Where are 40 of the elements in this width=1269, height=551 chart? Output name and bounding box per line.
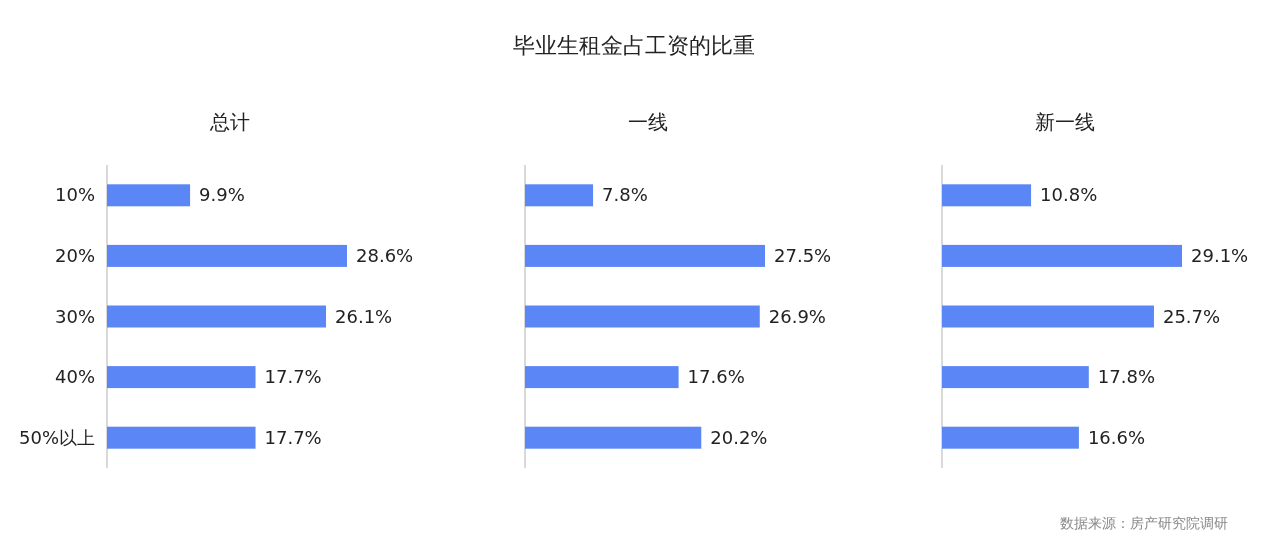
data-label: 16.6% bbox=[1087, 426, 1146, 448]
bar bbox=[525, 366, 679, 389]
y-tick-label: 40% bbox=[54, 366, 95, 388]
data-label: 17.7% bbox=[264, 366, 322, 388]
bar bbox=[525, 305, 760, 328]
y-tick-label: 30% bbox=[54, 305, 95, 327]
chart-title: 新一线 bbox=[1035, 110, 1095, 134]
bar bbox=[942, 426, 1079, 449]
source-note: 数据来源：房产研究院调研 bbox=[1060, 515, 1228, 531]
chart-title: 总计 bbox=[209, 110, 250, 134]
data-label: 27.5% bbox=[774, 244, 832, 266]
bar bbox=[107, 426, 256, 449]
data-label: 17.8% bbox=[1097, 366, 1155, 388]
y-tick-label: 50%以上 bbox=[18, 426, 95, 448]
bar bbox=[525, 184, 594, 207]
y-tick-label: 10% bbox=[54, 184, 95, 206]
bar bbox=[942, 184, 1032, 207]
bar bbox=[107, 366, 256, 389]
bar bbox=[942, 305, 1154, 328]
data-label: 10.8% bbox=[1040, 184, 1098, 206]
data-label: 9.9% bbox=[199, 184, 245, 206]
bar bbox=[107, 184, 191, 207]
data-label: 28.6% bbox=[356, 244, 414, 266]
data-label: 25.7% bbox=[1162, 305, 1221, 327]
data-label: 17.7% bbox=[264, 426, 322, 448]
data-label: 17.6% bbox=[687, 366, 745, 388]
data-label: 26.9% bbox=[768, 305, 826, 327]
chart-title: 一线 bbox=[628, 110, 668, 134]
y-tick-label: 20% bbox=[54, 244, 95, 266]
bar bbox=[942, 244, 1182, 267]
data-label: 29.1% bbox=[1191, 244, 1249, 266]
bar bbox=[525, 244, 765, 267]
bar bbox=[942, 366, 1089, 389]
bar bbox=[525, 426, 702, 449]
data-label: 26.1% bbox=[335, 305, 393, 327]
text: 毕业生租金占工资的比重 bbox=[513, 33, 755, 58]
data-label: 20.2% bbox=[710, 426, 768, 448]
bar bbox=[107, 305, 327, 328]
data-label: 7.8% bbox=[602, 184, 648, 206]
bar bbox=[107, 244, 347, 267]
